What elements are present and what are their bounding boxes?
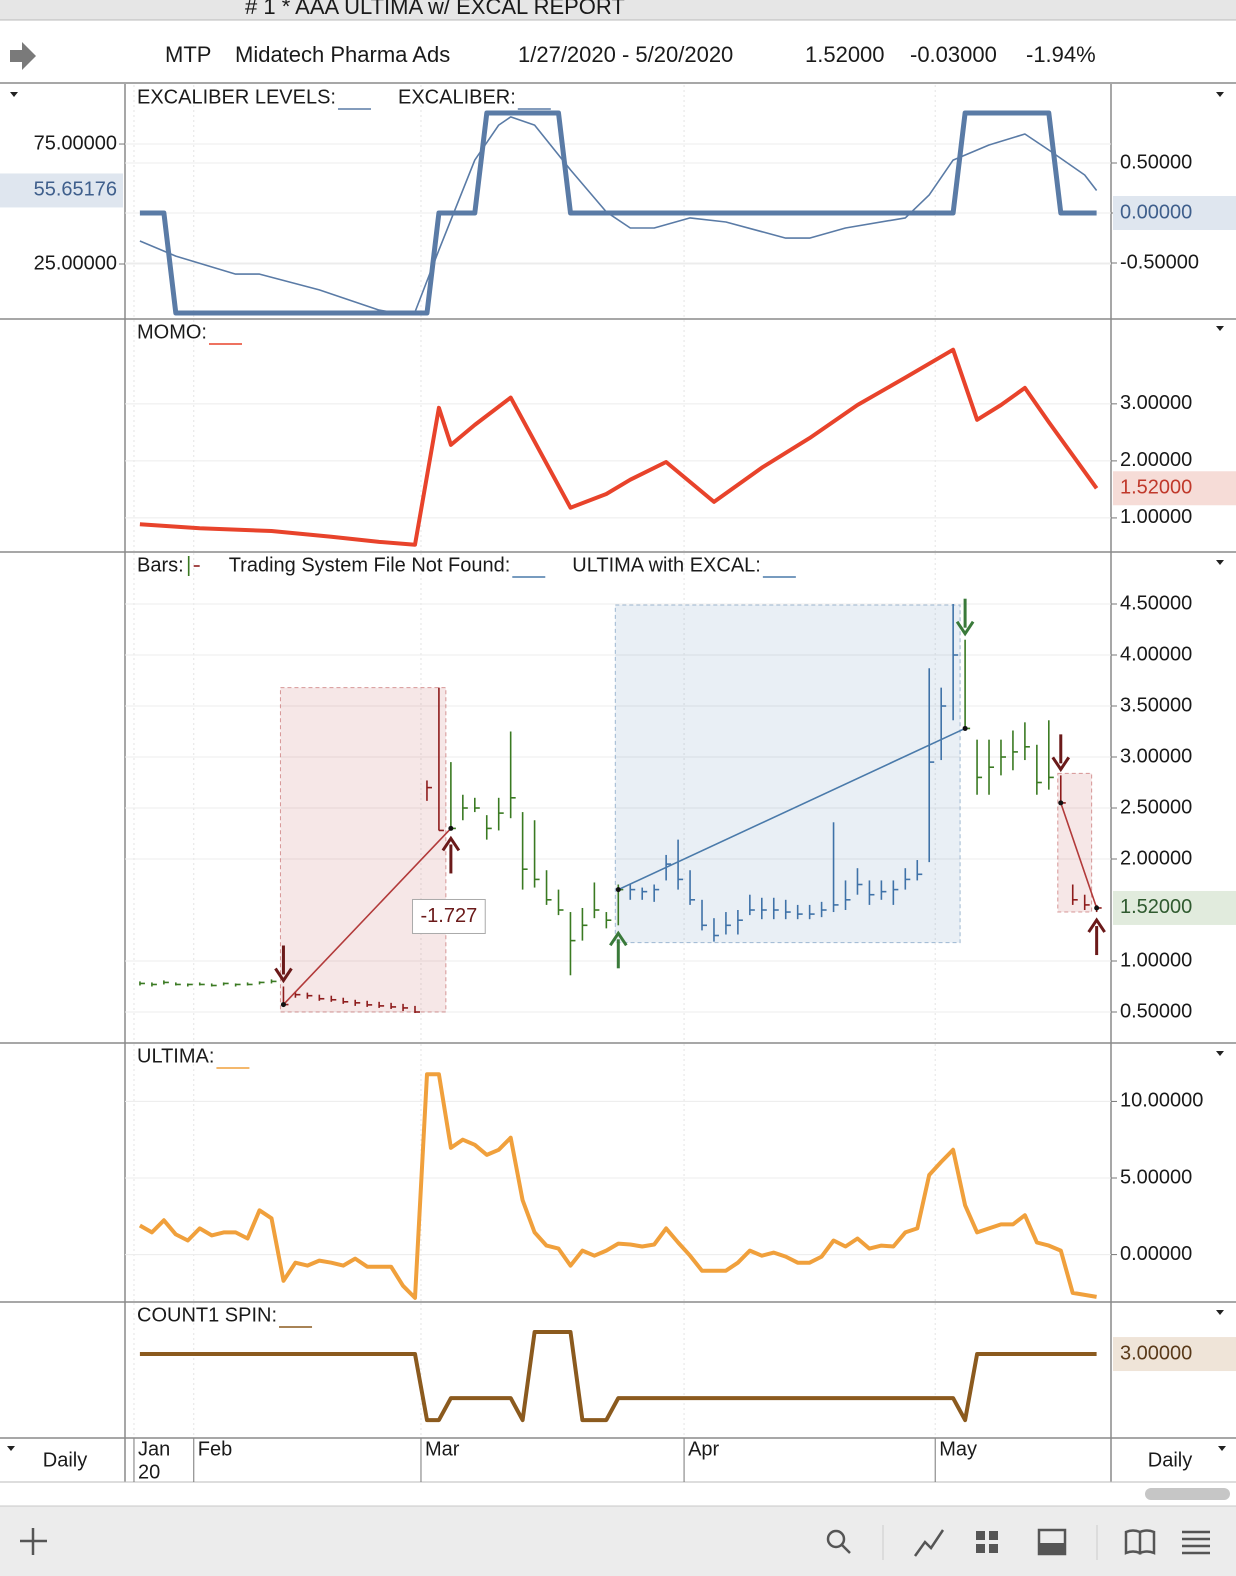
- menu-button[interactable]: [1182, 1530, 1210, 1555]
- signal-arrow-head: [1051, 756, 1071, 773]
- signal-arrow-head: [609, 930, 628, 947]
- title-bar: [0, 0, 1236, 20]
- last-price: 1.52000: [805, 42, 885, 67]
- net-change: -0.03000: [910, 42, 997, 67]
- y-tick-label: 25.00000: [34, 252, 117, 274]
- trade-line: [282, 827, 452, 1006]
- y2-tick-label: 4.00000: [1120, 643, 1192, 665]
- window-title: # 1 * AAA ULTIMA w/ EXCAL REPORT: [245, 0, 625, 19]
- y2-tick-label: 1.00000: [1120, 949, 1192, 971]
- y2-tick-label: -0.50000: [1120, 251, 1199, 273]
- trade-result-box: [412, 898, 486, 934]
- y2-tick-label: 0.50000: [1120, 151, 1192, 173]
- y2-tick-label: 3.00000: [1120, 745, 1192, 767]
- x-tick-label: Apr: [688, 1438, 719, 1460]
- pane-menu[interactable]: [10, 92, 18, 97]
- security-name: Midatech Pharma Ads: [235, 42, 450, 67]
- series-line: [139, 110, 1097, 316]
- percent-change: -1.94%: [1026, 42, 1096, 67]
- last-value-label: 0.00000: [1120, 201, 1192, 223]
- y2-tick-label: 0.50000: [1120, 1000, 1192, 1022]
- trade-entry-dot: [280, 1002, 286, 1008]
- trade-line: [617, 727, 966, 891]
- legend-label: EXCALIBER LEVELS:: [137, 86, 336, 108]
- last-value-label: 1.52000: [1120, 896, 1192, 918]
- nav-arrow-icon[interactable]: [10, 42, 36, 70]
- trade-line: [1060, 802, 1098, 909]
- pane-menu[interactable]: [1216, 560, 1224, 565]
- signal-arrow-head: [441, 835, 461, 852]
- last-value-badge: [1113, 196, 1236, 230]
- last-value-badge: [1113, 890, 1236, 925]
- x-tick-label: Jan: [138, 1438, 170, 1460]
- pane-menu[interactable]: [1216, 92, 1224, 97]
- y2-tick-label: 4.50000: [1120, 592, 1192, 614]
- y2-tick-label: 2.00000: [1120, 847, 1192, 869]
- last-value-label: 1.52000: [1120, 477, 1192, 499]
- trade-box: [614, 604, 961, 944]
- last-value-badge: [1113, 1337, 1236, 1372]
- periodicity-left[interactable]: Daily: [43, 1449, 87, 1471]
- y-tick-label: 75.00000: [34, 132, 117, 154]
- legend-label: Trading System File Not Found:: [229, 554, 511, 576]
- trade-exit-dot: [962, 725, 968, 731]
- date-range: 1/27/2020 - 5/20/2020: [518, 42, 733, 67]
- last-value-label: 3.00000: [1120, 1342, 1192, 1364]
- series-line: [138, 1072, 1097, 1300]
- periodicity-menu[interactable]: [1218, 1446, 1226, 1451]
- x-tick-label: Mar: [425, 1438, 460, 1460]
- legend-label: ULTIMA with EXCAL:: [572, 554, 761, 576]
- pane-menus: [7, 92, 1226, 1451]
- trade-entry-dot: [615, 887, 621, 893]
- pane-menu[interactable]: [1216, 1051, 1224, 1056]
- periodicity-right[interactable]: Daily: [1148, 1449, 1192, 1471]
- legend-label: Bars:: [137, 554, 184, 576]
- periodicity-menu[interactable]: [7, 1446, 15, 1451]
- search-button[interactable]: [826, 1529, 851, 1554]
- pane-menu[interactable]: [1216, 326, 1224, 331]
- trade-entry-dot: [1058, 800, 1064, 806]
- y2-tick-label: 10.00000: [1120, 1090, 1203, 1112]
- y2-tick-label: 2.50000: [1120, 796, 1192, 818]
- x-year-label: 20: [138, 1461, 160, 1483]
- series-line: [139, 1330, 1097, 1423]
- y2-tick-label: 3.00000: [1120, 392, 1192, 414]
- trade-exit-dot: [448, 825, 454, 831]
- symbol: MTP: [165, 42, 211, 67]
- add-button[interactable]: [20, 1528, 47, 1555]
- x-tick-label: Feb: [198, 1438, 232, 1460]
- last-value-badge: [1113, 471, 1236, 506]
- toolbar: [0, 1506, 1236, 1576]
- trade-box: [279, 687, 447, 1013]
- y2-tick-label: 3.50000: [1120, 694, 1192, 716]
- y2-tick-label: 1.00000: [1120, 506, 1192, 528]
- legend-label: MOMO:: [137, 321, 207, 343]
- y2-tick-label: 5.00000: [1120, 1166, 1192, 1188]
- y2-tick-label: 2.00000: [1120, 449, 1192, 471]
- signal-arrow-head: [274, 967, 293, 984]
- scrollbar-thumb[interactable]: [1145, 1488, 1230, 1500]
- legend-label: ULTIMA:: [137, 1045, 214, 1067]
- x-tick-label: May: [939, 1438, 977, 1460]
- signal-arrow-head: [955, 620, 975, 637]
- y2-tick-label: 0.00000: [1120, 1243, 1192, 1265]
- book-button[interactable]: [1124, 1529, 1156, 1555]
- last-value-badge: [0, 173, 123, 208]
- legend-label: COUNT1 SPIN:: [137, 1304, 277, 1326]
- layout-button[interactable]: [976, 1531, 998, 1553]
- pane-menu[interactable]: [1216, 1310, 1224, 1315]
- signal-arrow-head: [1087, 917, 1106, 933]
- last-value-label: 55.65176: [34, 179, 117, 201]
- trade-exit-dot: [1094, 905, 1100, 911]
- legend-label: EXCALIBER:: [398, 86, 516, 108]
- series-line: [139, 347, 1099, 547]
- draw-button[interactable]: [913, 1529, 945, 1557]
- trade-result-label: -1.727: [421, 905, 478, 927]
- window-button[interactable]: [1037, 1528, 1067, 1556]
